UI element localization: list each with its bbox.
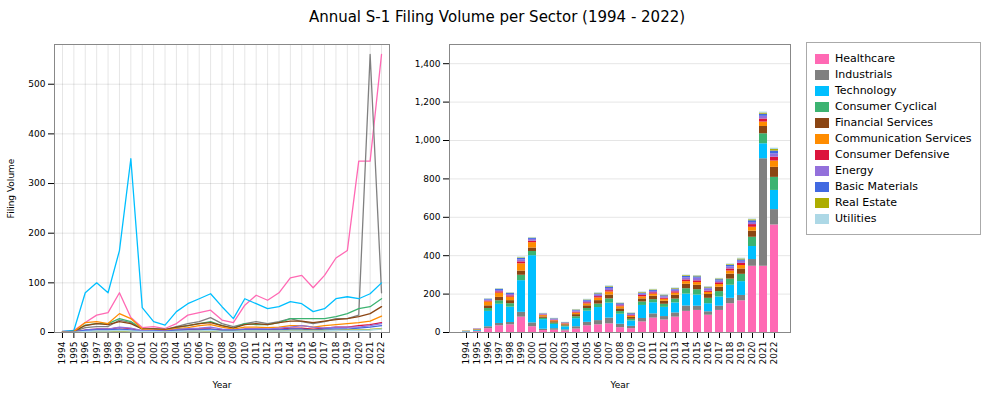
svg-text:500: 500 <box>28 79 45 89</box>
html-text:Consumer Cyclical: Consumer Cyclical <box>835 100 937 113</box>
svg-text:1997: 1997 <box>92 342 102 365</box>
svg-text:2002: 2002 <box>149 342 159 365</box>
svg-text:2007: 2007 <box>205 342 215 365</box>
svg-text:1999: 1999 <box>114 341 124 364</box>
svg-text:2000: 2000 <box>527 341 537 364</box>
html-text:Annual S-1 Filing Volume per S: Annual S-1 Filing Volume per Sector (199… <box>308 8 686 26</box>
svg-text:1999: 1999 <box>516 341 526 364</box>
svg-text:2003: 2003 <box>160 342 170 365</box>
svg-text:0: 0 <box>435 327 441 337</box>
svg-text:1994: 1994 <box>461 341 471 364</box>
svg-text:2002: 2002 <box>549 342 559 365</box>
svg-text:Year: Year <box>211 380 231 390</box>
svg-text:2020: 2020 <box>747 341 757 364</box>
svg-text:1996: 1996 <box>483 341 493 364</box>
svg-text:2009: 2009 <box>228 341 238 364</box>
svg-text:1998: 1998 <box>103 341 113 364</box>
svg-text:1,400: 1,400 <box>415 59 441 69</box>
svg-text:Filing Volume: Filing Volume <box>6 158 16 218</box>
html-text:Energy: Energy <box>835 164 874 177</box>
svg-text:2011: 2011 <box>648 342 658 365</box>
svg-text:400: 400 <box>423 251 440 261</box>
svg-text:2013: 2013 <box>274 342 284 365</box>
svg-text:2015: 2015 <box>692 342 702 365</box>
svg-text:2011: 2011 <box>251 342 261 365</box>
svg-text:200: 200 <box>28 228 45 238</box>
svg-text:2021: 2021 <box>758 342 768 365</box>
svg-text:2009: 2009 <box>626 341 636 364</box>
svg-text:2017: 2017 <box>319 342 329 365</box>
svg-text:1998: 1998 <box>505 341 515 364</box>
svg-text:2005: 2005 <box>183 342 193 365</box>
svg-text:800: 800 <box>423 174 440 184</box>
html-text:Real Estate: Real Estate <box>835 196 897 209</box>
svg-text:2010: 2010 <box>637 341 647 364</box>
svg-text:2022: 2022 <box>769 342 779 365</box>
svg-text:1,000: 1,000 <box>415 135 441 145</box>
svg-text:2014: 2014 <box>681 341 691 364</box>
svg-text:2021: 2021 <box>365 342 375 365</box>
svg-text:2014: 2014 <box>285 341 295 364</box>
svg-text:2005: 2005 <box>582 342 592 365</box>
svg-text:2018: 2018 <box>725 341 735 364</box>
svg-text:2006: 2006 <box>593 341 603 364</box>
svg-text:1995: 1995 <box>472 342 482 365</box>
svg-text:1,200: 1,200 <box>415 97 441 107</box>
svg-text:Year: Year <box>609 380 629 390</box>
svg-text:1994: 1994 <box>57 341 67 364</box>
svg-text:2004: 2004 <box>571 341 581 364</box>
svg-text:1997: 1997 <box>494 342 504 365</box>
svg-text:2018: 2018 <box>331 341 341 364</box>
svg-text:2004: 2004 <box>171 341 181 364</box>
html-text:Utilities: Utilities <box>835 212 877 225</box>
svg-text:2015: 2015 <box>297 342 307 365</box>
html-text:Technology: Technology <box>835 84 897 97</box>
html-text:Healthcare: Healthcare <box>835 52 895 65</box>
svg-text:2019: 2019 <box>736 341 746 364</box>
svg-text:1995: 1995 <box>69 342 79 365</box>
svg-text:2016: 2016 <box>308 341 318 364</box>
svg-text:2022: 2022 <box>376 342 386 365</box>
svg-text:2016: 2016 <box>703 341 713 364</box>
svg-text:2007: 2007 <box>604 342 614 365</box>
html-text:Consumer Defensive: Consumer Defensive <box>835 148 950 161</box>
svg-text:2001: 2001 <box>538 342 548 365</box>
svg-text:600: 600 <box>423 212 440 222</box>
svg-text:2001: 2001 <box>137 342 147 365</box>
svg-text:2012: 2012 <box>262 342 272 365</box>
svg-text:2020: 2020 <box>354 341 364 364</box>
svg-text:2006: 2006 <box>194 341 204 364</box>
svg-text:300: 300 <box>28 178 45 188</box>
svg-text:0: 0 <box>40 327 46 337</box>
svg-text:2008: 2008 <box>217 341 227 364</box>
svg-text:2013: 2013 <box>670 342 680 365</box>
svg-text:2012: 2012 <box>659 342 669 365</box>
html-text:Industrials: Industrials <box>835 68 893 81</box>
html-text:Basic Materials: Basic Materials <box>835 180 918 193</box>
svg-text:100: 100 <box>28 278 45 288</box>
svg-text:2008: 2008 <box>615 341 625 364</box>
svg-text:1996: 1996 <box>80 341 90 364</box>
svg-text:2003: 2003 <box>560 342 570 365</box>
svg-text:200: 200 <box>423 289 440 299</box>
svg-text:2000: 2000 <box>126 341 136 364</box>
svg-text:2017: 2017 <box>714 342 724 365</box>
html-text:Communication Services: Communication Services <box>835 132 972 145</box>
svg-text:2019: 2019 <box>342 341 352 364</box>
svg-text:2010: 2010 <box>240 341 250 364</box>
svg-text:400: 400 <box>28 129 45 139</box>
html-text:Financial Services: Financial Services <box>835 116 934 129</box>
